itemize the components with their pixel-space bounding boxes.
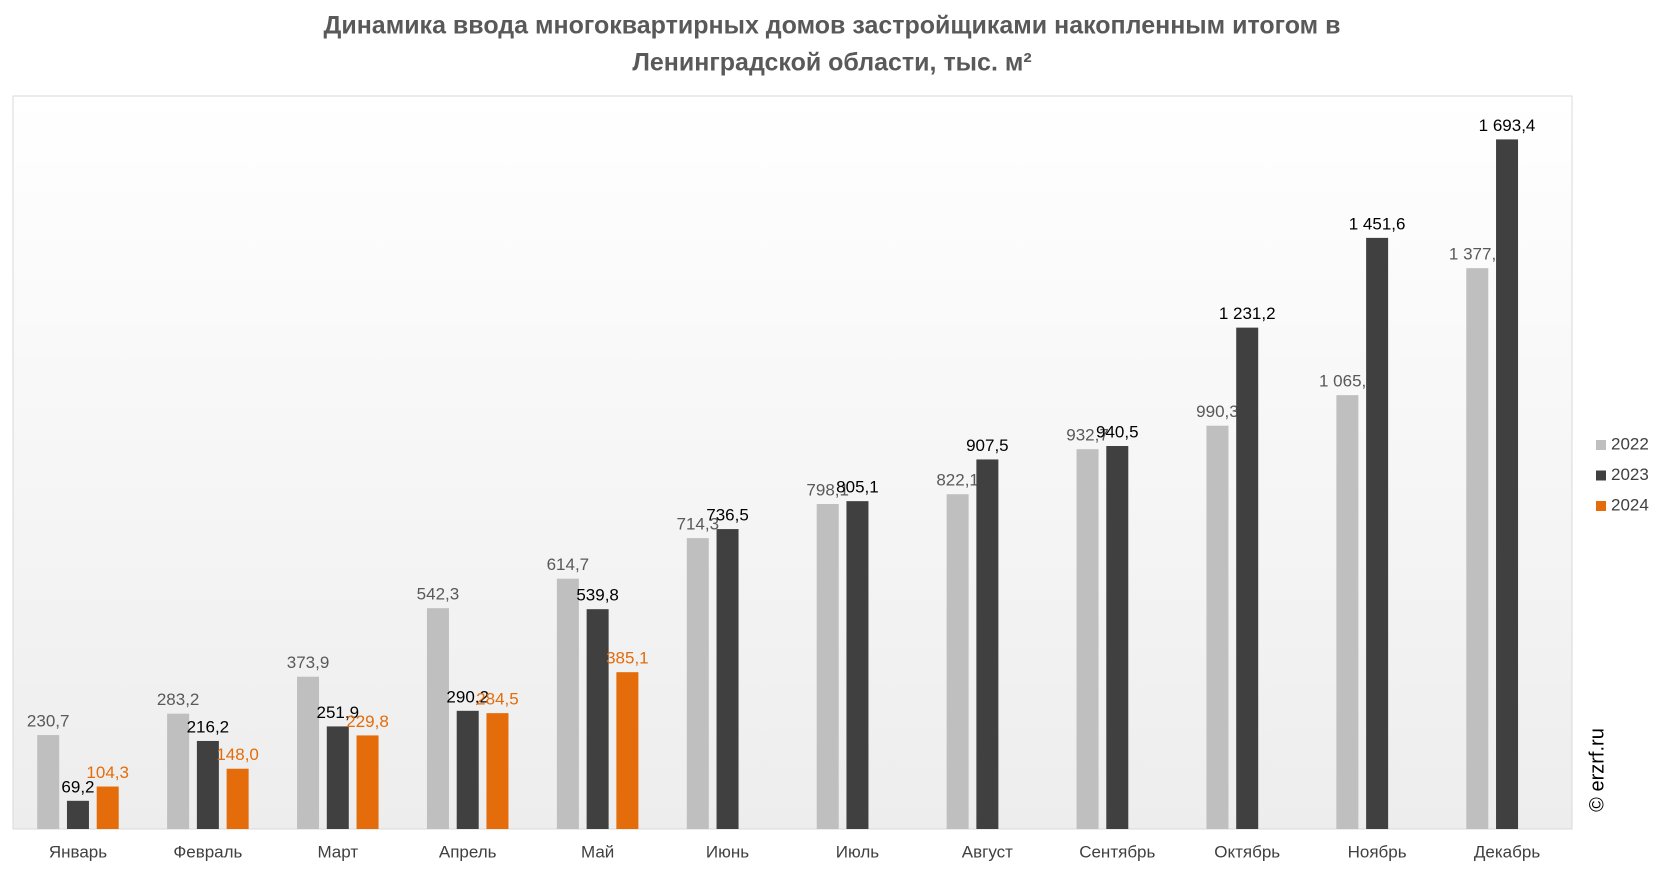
x-tick-label: Сентябрь bbox=[1079, 842, 1155, 861]
data-label: 290,2 bbox=[446, 687, 489, 706]
bar bbox=[426, 608, 449, 829]
x-tick-label: Декабрь bbox=[1474, 842, 1540, 861]
bar bbox=[297, 676, 320, 829]
bar bbox=[686, 538, 709, 829]
bar bbox=[66, 800, 89, 829]
bar bbox=[1076, 449, 1099, 829]
bar bbox=[946, 494, 969, 829]
bar bbox=[616, 672, 639, 829]
chart-title: Ленинградской области, тыс. м² bbox=[632, 49, 1031, 77]
bar bbox=[586, 609, 609, 829]
bar bbox=[486, 713, 509, 829]
data-label: 907,5 bbox=[966, 436, 1009, 455]
data-label: 216,2 bbox=[187, 717, 230, 736]
bar bbox=[37, 735, 60, 829]
x-tick-label: Ноябрь bbox=[1348, 842, 1407, 861]
plot-area bbox=[12, 95, 1573, 830]
data-label: 539,8 bbox=[576, 586, 619, 605]
data-label: 990,3 bbox=[1196, 402, 1239, 421]
data-label: 932,7 bbox=[1066, 426, 1109, 445]
bar bbox=[226, 768, 249, 829]
legend-swatch bbox=[1596, 501, 1606, 511]
data-label: 104,3 bbox=[86, 763, 129, 782]
data-label: 1 693,4 bbox=[1479, 116, 1536, 135]
bar bbox=[816, 503, 839, 829]
x-tick-label: Февраль bbox=[173, 842, 242, 861]
legend-swatch bbox=[1596, 470, 1606, 481]
data-label: 284,5 bbox=[476, 690, 519, 709]
data-label: 373,9 bbox=[287, 653, 330, 672]
x-tick-label: Июль bbox=[836, 842, 880, 861]
data-label: 229,8 bbox=[346, 712, 389, 731]
bar bbox=[846, 501, 869, 829]
bar bbox=[1366, 237, 1389, 829]
data-label: 1 377,2 bbox=[1449, 245, 1506, 264]
bar bbox=[1496, 139, 1519, 829]
data-label: 805,1 bbox=[836, 478, 879, 497]
x-tick-label: Июнь bbox=[706, 842, 749, 861]
bar bbox=[456, 710, 479, 829]
data-label: 940,5 bbox=[1096, 422, 1139, 441]
chart-title: Динамика ввода многоквартирных домов зас… bbox=[324, 12, 1341, 40]
x-tick-label: Март bbox=[317, 842, 358, 861]
data-label: 251,9 bbox=[317, 703, 360, 722]
data-label: 1 065,4 bbox=[1319, 372, 1376, 391]
bar bbox=[556, 578, 579, 829]
bar bbox=[1206, 425, 1229, 829]
bar bbox=[96, 786, 119, 829]
data-label: 736,5 bbox=[706, 506, 749, 525]
data-label: 798,1 bbox=[806, 480, 849, 499]
data-label: 385,1 bbox=[606, 649, 649, 668]
bar bbox=[1466, 268, 1489, 829]
bar bbox=[716, 529, 739, 829]
data-label: 283,2 bbox=[157, 690, 200, 709]
data-label: 230,7 bbox=[27, 712, 70, 731]
data-label: 1 231,2 bbox=[1219, 304, 1276, 323]
bar bbox=[1236, 327, 1259, 829]
x-tick-label: Октябрь bbox=[1214, 842, 1280, 861]
x-tick-label: Январь bbox=[49, 842, 107, 861]
bar bbox=[1106, 446, 1129, 829]
bar bbox=[167, 713, 190, 829]
bar bbox=[976, 459, 999, 829]
data-label: 1 451,6 bbox=[1349, 214, 1406, 233]
legend-label: 2023 bbox=[1611, 465, 1649, 484]
bar bbox=[196, 740, 219, 829]
x-tick-label: Май bbox=[581, 842, 614, 861]
x-tick-label: Апрель bbox=[439, 842, 497, 861]
legend-label: 2022 bbox=[1611, 434, 1649, 453]
data-label: 822,1 bbox=[936, 471, 979, 490]
bar bbox=[1336, 395, 1359, 829]
data-label: 69,2 bbox=[61, 777, 94, 796]
source: © erzrf.ru bbox=[1586, 728, 1608, 812]
data-label: 614,7 bbox=[547, 555, 590, 574]
bar bbox=[356, 735, 379, 829]
data-label: 148,0 bbox=[216, 745, 259, 764]
data-label: 714,3 bbox=[677, 515, 720, 534]
x-tick-label: Август bbox=[962, 842, 1013, 861]
data-label: 542,3 bbox=[417, 585, 460, 604]
legend-swatch bbox=[1596, 440, 1606, 450]
bar bbox=[326, 726, 349, 829]
legend-label: 2024 bbox=[1611, 495, 1649, 514]
